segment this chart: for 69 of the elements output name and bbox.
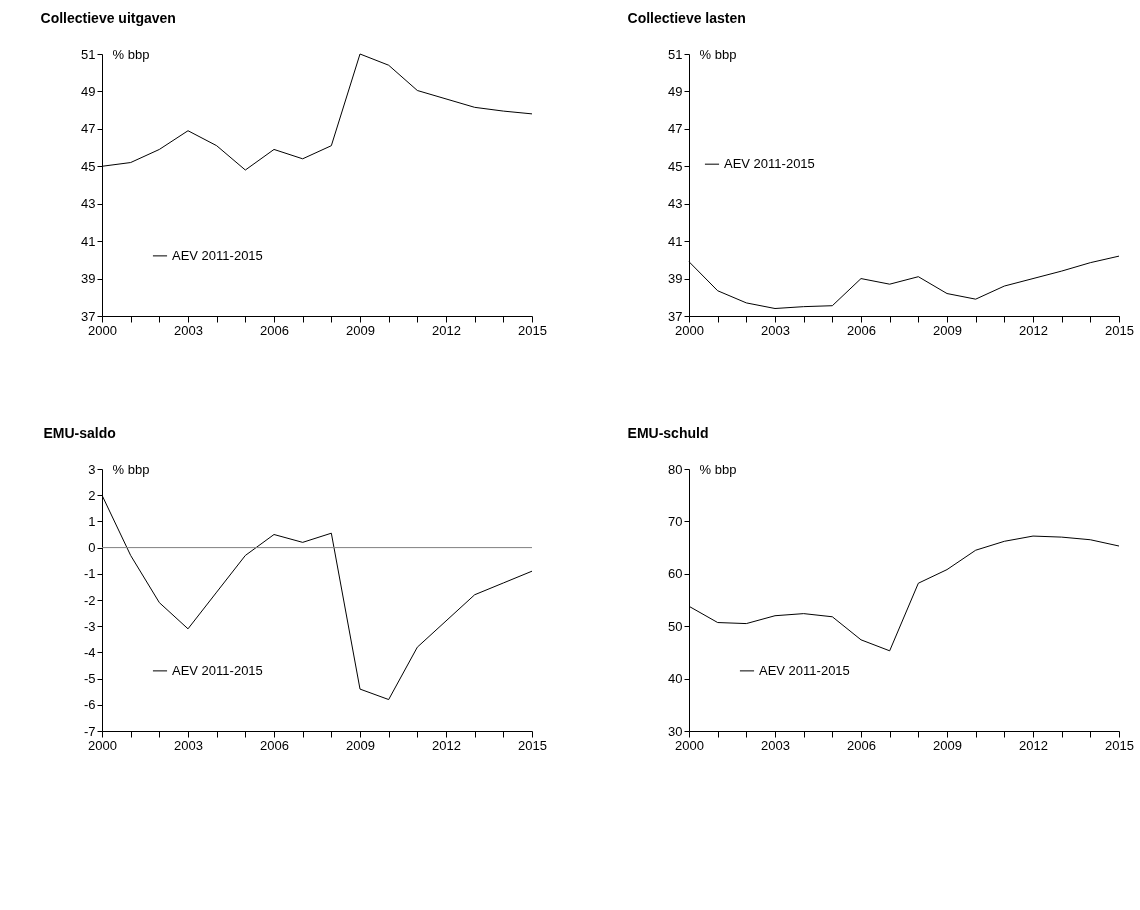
x-tick-label: 2009: [346, 322, 375, 338]
x-tick-label: 2003: [761, 322, 790, 338]
x-tick-label: 2000: [88, 322, 117, 338]
x-tick-label: 2015: [518, 737, 547, 753]
x-tick-label: 2006: [847, 322, 876, 338]
x-tick-label: 2003: [174, 737, 203, 753]
y-tick-label: -1: [83, 566, 96, 582]
x-tick-label: 2012: [1019, 322, 1048, 338]
y-axis-title: % bbp: [112, 46, 150, 62]
x-tick-label: 2015: [1105, 737, 1134, 753]
y-tick-label: -3: [83, 618, 96, 634]
y-tick-label: 47: [81, 121, 96, 137]
chart-title: EMU-schuld: [627, 425, 709, 441]
x-tick-label: 2012: [1019, 737, 1048, 753]
y-tick-label: 3: [88, 461, 96, 477]
chart-title: Collectieve uitgaven: [40, 10, 176, 26]
x-tick-label: 2015: [518, 322, 547, 338]
y-axis-title: % bbp: [112, 461, 150, 477]
y-tick-label: 0: [88, 540, 96, 556]
chart-title: Collectieve lasten: [627, 10, 746, 26]
y-tick-label: 30: [668, 723, 683, 739]
y-tick-label: 40: [668, 671, 683, 687]
y-tick-label: -7: [83, 723, 96, 739]
y-tick-label: 60: [668, 566, 683, 582]
y-tick-label: 49: [668, 83, 683, 99]
y-tick-label: 41: [668, 233, 683, 249]
y-tick-label: 43: [668, 196, 683, 212]
chart-title: EMU-saldo: [43, 425, 116, 441]
x-tick-label: 2015: [1105, 322, 1134, 338]
y-tick-label: 45: [81, 158, 96, 174]
y-tick-label: 41: [81, 233, 96, 249]
legend-label: AEV 2011-2015: [172, 247, 263, 263]
y-tick-label: 37: [81, 308, 96, 324]
y-tick-label: -6: [83, 697, 96, 713]
x-tick-label: 2006: [260, 322, 289, 338]
y-tick-label: 1: [88, 513, 96, 529]
y-tick-label: -2: [83, 592, 96, 608]
y-tick-label: 51: [668, 46, 683, 62]
y-tick-label: 49: [81, 83, 96, 99]
x-tick-label: 2006: [847, 737, 876, 753]
legend-label: AEV 2011-2015: [724, 156, 815, 172]
y-tick-label: 39: [668, 271, 683, 287]
x-tick-label: 2000: [675, 322, 704, 338]
y-axis-title: % bbp: [699, 461, 737, 477]
y-tick-label: 39: [81, 271, 96, 287]
y-tick-label: -4: [83, 644, 96, 660]
y-tick-label: 45: [668, 158, 683, 174]
y-axis-title: % bbp: [699, 46, 737, 62]
x-tick-label: 2003: [174, 322, 203, 338]
legend-label: AEV 2011-2015: [759, 662, 850, 678]
x-tick-label: 2012: [432, 737, 461, 753]
y-tick-label: 2: [88, 487, 96, 503]
y-tick-label: 51: [81, 46, 96, 62]
x-tick-label: 2006: [260, 737, 289, 753]
x-tick-label: 2003: [761, 737, 790, 753]
x-tick-label: 2000: [88, 737, 117, 753]
y-tick-label: 37: [668, 308, 683, 324]
x-tick-label: 2009: [346, 737, 375, 753]
x-tick-label: 2009: [933, 322, 962, 338]
x-tick-label: 2009: [933, 737, 962, 753]
y-tick-label: 47: [668, 121, 683, 137]
x-tick-label: 2012: [432, 322, 461, 338]
x-tick-label: 2000: [675, 737, 704, 753]
legend-label: AEV 2011-2015: [172, 662, 263, 678]
y-tick-label: 70: [668, 513, 683, 529]
y-tick-label: -5: [83, 671, 96, 687]
y-tick-label: 80: [668, 461, 683, 477]
y-tick-label: 43: [81, 196, 96, 212]
y-tick-label: 50: [668, 618, 683, 634]
